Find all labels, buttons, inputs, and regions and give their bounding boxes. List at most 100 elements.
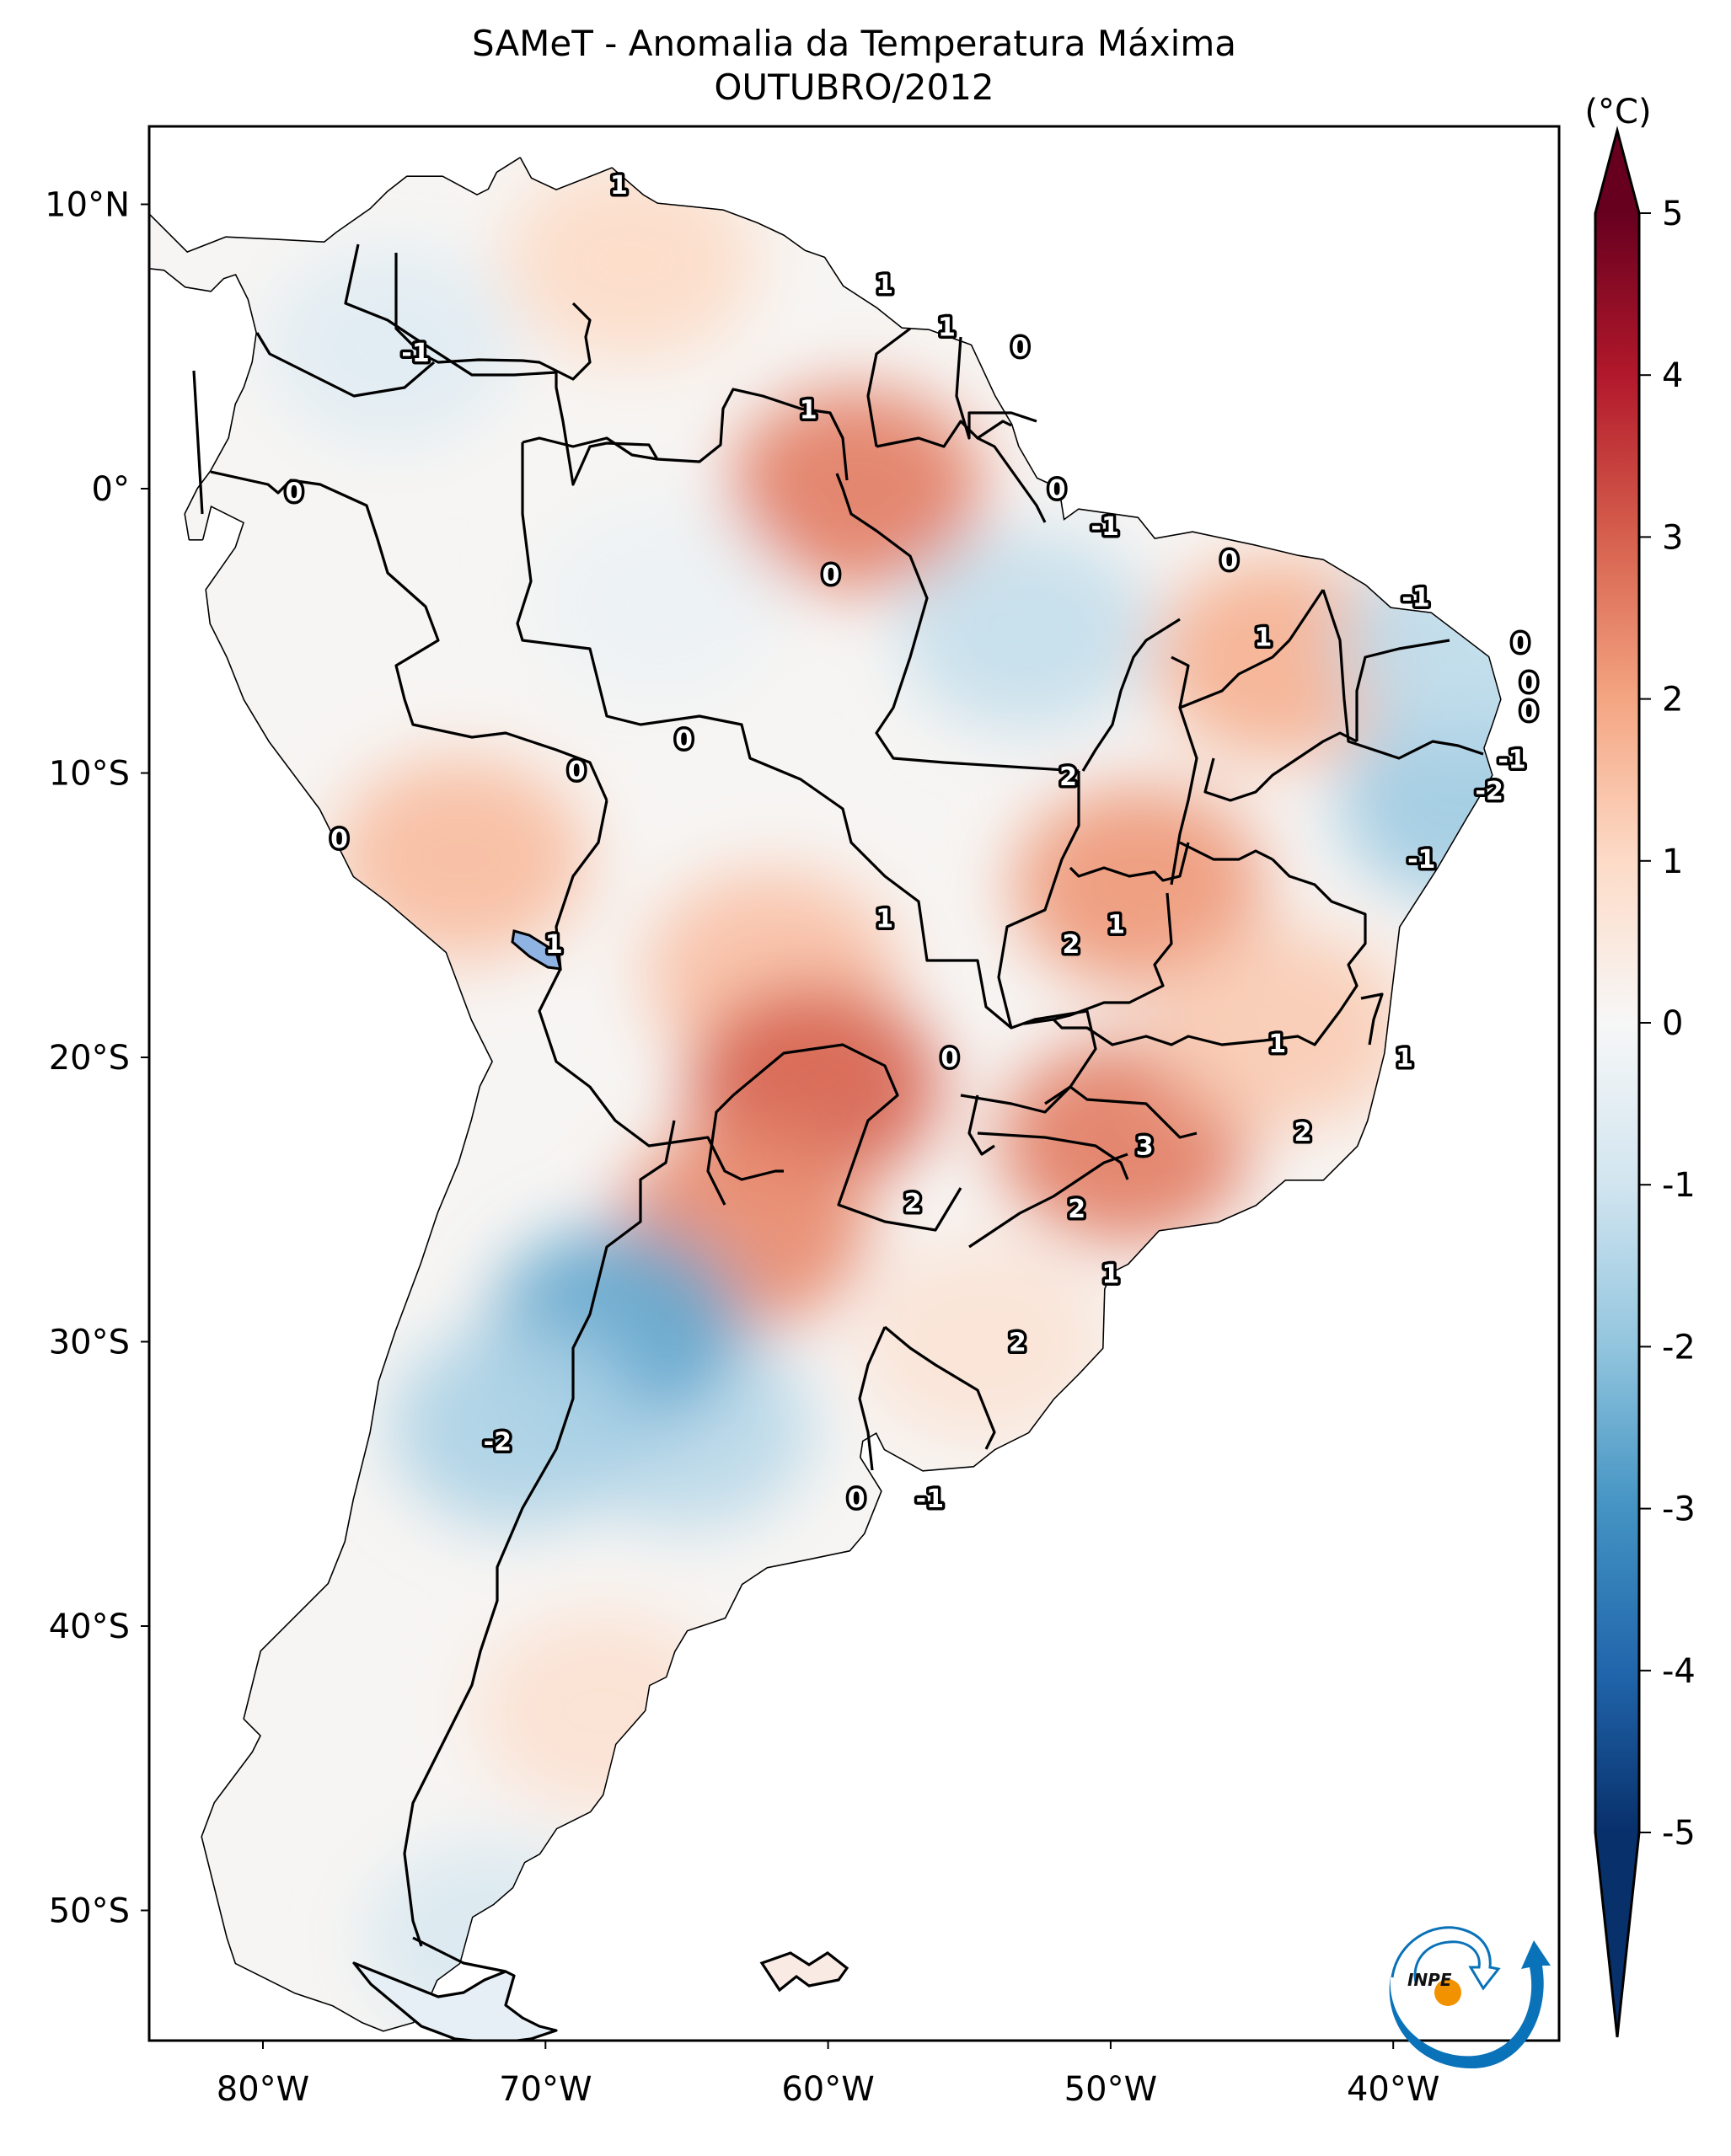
border — [1023, 892, 1173, 1025]
colorbar-tick-label: 3 — [1662, 518, 1683, 557]
border — [706, 1094, 735, 1206]
contour-label: 2 — [1068, 1195, 1085, 1224]
anomaly-region — [263, 245, 517, 448]
contour-label: 0 — [1520, 669, 1538, 698]
border — [955, 336, 1037, 440]
contour-label: 2 — [904, 1189, 922, 1218]
colorbar: (°C) 5 4 3 2 1 0 -1 -2 -3 -4 -5 — [1584, 93, 1696, 2038]
contour-label: 0 — [1520, 697, 1538, 726]
contour-label: 2 — [1063, 930, 1080, 960]
contour-label: -1 — [1407, 845, 1435, 875]
contour-label: 1 — [545, 930, 563, 960]
contour-label: 1 — [800, 396, 817, 425]
anomaly-region — [532, 501, 785, 704]
border — [412, 1936, 506, 1973]
contour-label: 2 — [1059, 762, 1077, 792]
logo-text: INPE — [1407, 1970, 1452, 1990]
anomaly-region — [334, 757, 587, 960]
anomaly-region — [1012, 785, 1266, 988]
border — [1203, 731, 1358, 802]
plot-frame — [147, 125, 1561, 2042]
border — [192, 370, 204, 515]
y-tick-label: 40°S — [49, 1608, 130, 1646]
logo-swoosh-icon — [1389, 1940, 1551, 2069]
y-tick-label: 30°S — [49, 1324, 130, 1362]
border — [1355, 639, 1450, 741]
contour-label: -1 — [1498, 746, 1525, 775]
inpe-logo: INPE — [1389, 1926, 1551, 2069]
contour-label: 2 — [1294, 1118, 1311, 1148]
border — [1069, 842, 1190, 882]
colorbar-tick-label: -5 — [1662, 1814, 1696, 1853]
colorbar-tick-label: 1 — [1662, 843, 1683, 881]
contour-label: 1 — [1268, 1030, 1286, 1059]
contour-label: -1 — [401, 339, 429, 368]
contour-label: 1 — [938, 313, 956, 343]
border — [1321, 589, 1484, 760]
border — [866, 327, 911, 447]
title-line-1: SAMeT - Anomalia da Temperatura Máxima — [472, 23, 1236, 64]
contour-label: 0 — [330, 825, 348, 854]
border — [403, 1120, 676, 1947]
anomaly-region — [899, 529, 1153, 732]
colorbar-label: (°C) — [1584, 93, 1651, 131]
contour-label: 1 — [1101, 1260, 1119, 1290]
contour-label: 1 — [876, 270, 893, 300]
y-tick-label: 20°S — [49, 1039, 130, 1078]
border — [1170, 655, 1198, 885]
x-axis: 80°W 70°W 60°W 50°W 40°W — [217, 2041, 1439, 2109]
tierra-del-fuego — [352, 1961, 558, 2041]
border — [1179, 589, 1325, 709]
border — [968, 1153, 1128, 1249]
contour-label: 0 — [848, 1485, 866, 1514]
contour-label: 0 — [1011, 333, 1029, 362]
contour-label: 0 — [1048, 475, 1066, 505]
title-line-2: OUTUBRO/2012 — [714, 67, 994, 108]
colorbar-tick-label: -4 — [1662, 1652, 1696, 1691]
x-tick-label: 70°W — [499, 2070, 592, 2109]
border — [967, 1094, 995, 1156]
contour-label: -1 — [916, 1485, 944, 1514]
border — [1179, 841, 1273, 861]
colorbar-bar — [1595, 213, 1639, 1832]
border — [835, 473, 1080, 773]
political-borders — [192, 243, 1484, 1973]
x-tick-label: 50°W — [1064, 2070, 1157, 2109]
contour-label: -2 — [484, 1428, 512, 1458]
contour-label: -1 — [1091, 512, 1119, 542]
contour-label: 0 — [823, 560, 840, 590]
contour-label: 1 — [1255, 623, 1273, 653]
y-tick-label: 50°S — [49, 1892, 130, 1931]
border — [977, 1131, 1129, 1180]
anomaly-region — [1337, 700, 1500, 903]
colorbar-tick-label: 5 — [1662, 195, 1683, 233]
border — [997, 771, 1080, 1029]
border — [1069, 1085, 1198, 1139]
colorbar-tick-label: 2 — [1662, 681, 1683, 720]
contour-label: 0 — [568, 757, 586, 786]
y-tick-label: 10°S — [49, 755, 130, 794]
colorbar-tick-label: -2 — [1662, 1328, 1696, 1367]
falkland-islands — [759, 1951, 849, 1993]
contour-label: -2 — [1476, 777, 1503, 806]
contour-label: 2 — [1009, 1329, 1026, 1358]
border — [538, 800, 784, 1181]
anomaly-region — [857, 1240, 1111, 1443]
lake-titicaca — [511, 929, 562, 971]
chart-title: SAMeT - Anomalia da Temperatura Máxima O… — [149, 22, 1559, 110]
anomaly-region — [390, 1325, 644, 1528]
border — [1271, 858, 1367, 1012]
x-tick-label: 80°W — [217, 2070, 309, 2109]
contour-label: 0 — [675, 725, 693, 755]
colorbar-extend-min — [1595, 1832, 1639, 2037]
anomaly-region — [503, 160, 757, 362]
border — [516, 442, 1097, 1105]
contour-label: 3 — [1136, 1132, 1154, 1162]
border — [1052, 1010, 1342, 1046]
x-tick-label: 40°W — [1347, 2070, 1439, 2109]
contour-label: 1 — [1107, 910, 1125, 939]
border — [522, 436, 658, 461]
colorbar-tick-label: -3 — [1662, 1490, 1696, 1529]
